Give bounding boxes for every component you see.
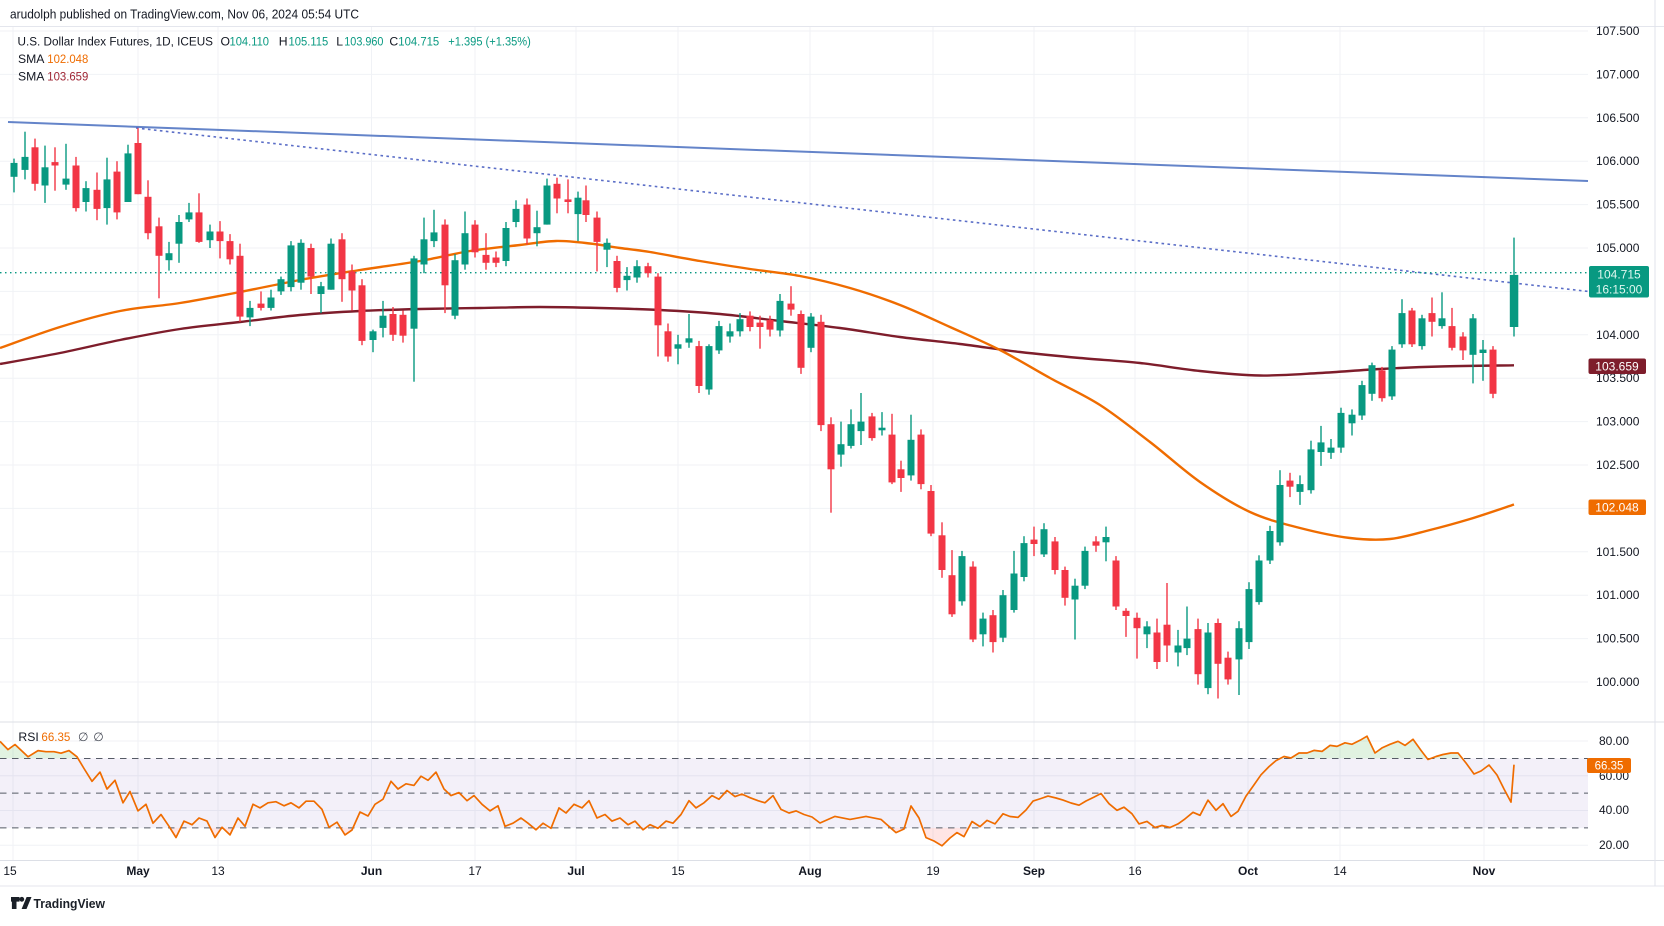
svg-text:19: 19 [926,864,940,878]
svg-text:40.00: 40.00 [1599,803,1629,817]
svg-text:103.659: 103.659 [47,70,88,84]
svg-text:14: 14 [1333,864,1347,878]
svg-text:102.048: 102.048 [1595,501,1639,515]
svg-text:16: 16 [1128,864,1142,878]
svg-text:66.35: 66.35 [1595,761,1624,773]
svg-text:103.659: 103.659 [1595,360,1639,374]
svg-text:Oct: Oct [1238,864,1258,878]
svg-text:Sep: Sep [1023,864,1045,878]
svg-text:103.000: 103.000 [1596,415,1640,429]
svg-text:H: H [279,35,288,49]
svg-text:103.960: 103.960 [344,35,383,49]
svg-text:Jul: Jul [567,864,584,878]
svg-text:16:15:00: 16:15:00 [1596,283,1643,297]
svg-text:102.048: 102.048 [47,52,88,66]
svg-text:15: 15 [3,864,17,878]
svg-text:15: 15 [671,864,685,878]
svg-text:100.500: 100.500 [1596,632,1640,646]
svg-text:80.00: 80.00 [1599,734,1629,748]
svg-text:L: L [336,35,343,49]
svg-text:100.000: 100.000 [1596,675,1640,689]
svg-text:101.500: 101.500 [1596,545,1640,559]
svg-text:∅: ∅ [93,730,103,744]
svg-text:SMA: SMA [18,52,45,66]
svg-text:105.000: 105.000 [1596,241,1640,255]
svg-text:106.500: 106.500 [1596,111,1640,125]
svg-text:107.500: 107.500 [1596,24,1640,38]
svg-text:Nov: Nov [1473,864,1496,878]
svg-text:105.500: 105.500 [1596,198,1640,212]
svg-text:104.715: 104.715 [1597,268,1641,282]
svg-text:U.S. Dollar Index Futures, 1D,: U.S. Dollar Index Futures, 1D, ICEUS [18,35,214,49]
svg-text:20.00: 20.00 [1599,838,1629,852]
svg-text:TradingView: TradingView [34,896,106,911]
svg-text:102.500: 102.500 [1596,458,1640,472]
svg-text:May: May [126,864,150,878]
svg-text:13: 13 [211,864,225,878]
svg-text:17: 17 [468,864,482,878]
svg-text:Jun: Jun [361,864,382,878]
svg-text:∅: ∅ [78,730,88,744]
svg-text:104.715: 104.715 [398,35,439,49]
svg-text:SMA: SMA [18,70,45,84]
svg-text:107.000: 107.000 [1596,67,1640,81]
svg-text:66.35: 66.35 [41,730,70,744]
svg-text:+1.395 (+1.35%): +1.395 (+1.35%) [448,35,531,49]
svg-text:C: C [389,35,398,49]
svg-text:RSI: RSI [18,730,38,744]
svg-text:106.000: 106.000 [1596,154,1640,168]
svg-text:104.000: 104.000 [1596,328,1640,342]
svg-text:101.000: 101.000 [1596,588,1640,602]
svg-text:arudolph published on TradingV: arudolph published on TradingView.com, N… [10,7,359,22]
svg-text:105.115: 105.115 [289,35,329,49]
svg-text:Aug: Aug [798,864,821,878]
svg-text:104.110: 104.110 [230,35,270,49]
